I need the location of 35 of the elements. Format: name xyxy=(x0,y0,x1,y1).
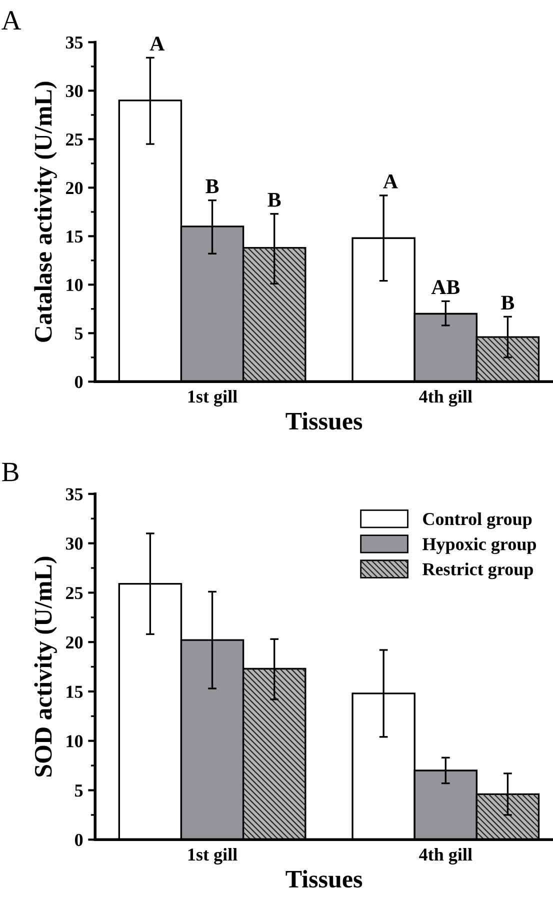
legend-label: Restrict group xyxy=(422,562,533,580)
y-axis-title: SOD activity (U/mL) xyxy=(34,556,57,777)
y-tick-label: 35 xyxy=(66,488,83,500)
y-axis-title: Catalase activity (U/mL) xyxy=(34,82,57,342)
chart-title: B xyxy=(2,462,18,482)
y-tick-label: 30 xyxy=(66,538,83,550)
legend-label: Control group xyxy=(423,512,532,529)
legend-label: Hypoxic group xyxy=(422,538,536,554)
x-tick-label: 4th gill xyxy=(419,390,472,406)
x-tick-label: 1st gill xyxy=(188,390,238,406)
y-tick-label: 0 xyxy=(74,834,83,846)
y-tick-label: 30 xyxy=(66,84,83,98)
y-tick-label: 15 xyxy=(66,686,83,698)
y-tick-label: 15 xyxy=(66,230,83,243)
data-label: B xyxy=(206,179,219,194)
y-tick-label: 10 xyxy=(66,735,83,748)
chart-title: A xyxy=(2,11,22,30)
y-tick-label: 25 xyxy=(66,134,83,146)
x-tick-label: 1st gill xyxy=(188,848,238,864)
data-label: A xyxy=(383,174,398,188)
data-label: A xyxy=(150,36,165,51)
data-label: B xyxy=(268,193,281,207)
y-tick-label: 35 xyxy=(66,36,83,49)
y-tick-label: 0 xyxy=(74,376,83,388)
x-axis-title: Tissues xyxy=(286,412,362,430)
y-tick-label: 20 xyxy=(66,636,83,649)
y-tick-label: 5 xyxy=(75,328,83,340)
y-tick-label: 10 xyxy=(66,278,83,292)
y-tick-label: 25 xyxy=(66,586,83,600)
y-tick-label: 20 xyxy=(66,182,83,194)
data-label: AB xyxy=(431,280,460,294)
x-tick-label: 4th gill xyxy=(419,848,472,864)
y-tick-label: 5 xyxy=(75,784,83,797)
x-axis-title: Tissues xyxy=(286,870,362,888)
data-label: B xyxy=(501,296,514,310)
